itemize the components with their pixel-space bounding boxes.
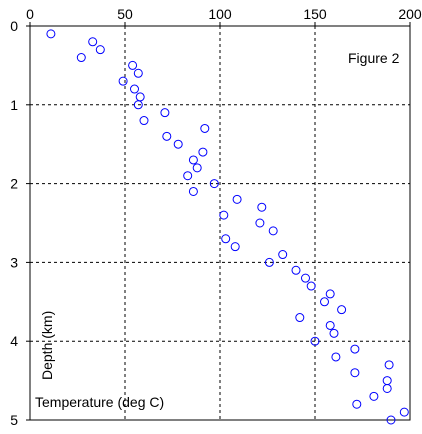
data-point bbox=[188, 155, 198, 165]
data-point bbox=[192, 163, 202, 173]
data-point bbox=[160, 108, 170, 118]
data-point bbox=[162, 131, 172, 141]
data-point bbox=[257, 202, 267, 212]
y-axis-ticks: 0 1 2 3 4 5 bbox=[10, 18, 30, 428]
data-point bbox=[209, 179, 219, 189]
data-point bbox=[310, 336, 320, 346]
y-axis-label: Depth (km) bbox=[39, 311, 55, 380]
data-point bbox=[384, 360, 394, 370]
data-point bbox=[76, 53, 86, 63]
x-axis-label: Temperature (deg C) bbox=[35, 394, 164, 410]
data-point bbox=[130, 84, 139, 94]
data-point bbox=[268, 226, 278, 236]
data-point bbox=[350, 368, 360, 378]
x-tick-label: 200 bbox=[398, 6, 422, 22]
data-point bbox=[399, 407, 409, 417]
data-point bbox=[331, 352, 341, 362]
x-tick-label: 0 bbox=[26, 6, 34, 22]
x-axis-ticks: 0 50 100 150 200 bbox=[26, 6, 422, 26]
data-point bbox=[386, 415, 396, 425]
data-point bbox=[219, 210, 229, 220]
data-point bbox=[46, 29, 56, 39]
data-point bbox=[232, 194, 242, 204]
y-tick-label: 0 bbox=[10, 18, 18, 34]
data-point bbox=[133, 68, 143, 78]
y-tick-label: 5 bbox=[10, 412, 18, 428]
data-point bbox=[230, 242, 240, 252]
data-point bbox=[291, 265, 301, 275]
data-point bbox=[88, 37, 98, 47]
data-point bbox=[198, 147, 208, 157]
data-point bbox=[255, 218, 265, 228]
data-point bbox=[278, 250, 288, 260]
data-point bbox=[320, 297, 329, 307]
data-point bbox=[295, 313, 305, 323]
data-point bbox=[95, 45, 105, 55]
data-point bbox=[128, 60, 138, 70]
data-point bbox=[221, 234, 231, 244]
data-point bbox=[325, 289, 335, 299]
data-points bbox=[46, 29, 409, 425]
x-tick-label: 50 bbox=[117, 6, 133, 22]
data-point bbox=[369, 391, 379, 401]
figure-annotation: Figure 2 bbox=[348, 50, 400, 66]
data-point bbox=[337, 305, 347, 315]
data-point bbox=[350, 344, 360, 354]
y-tick-label: 4 bbox=[10, 333, 18, 349]
data-point bbox=[183, 171, 193, 181]
data-point bbox=[329, 328, 339, 338]
data-point bbox=[382, 383, 392, 393]
x-tick-label: 100 bbox=[208, 6, 232, 22]
data-point bbox=[173, 139, 183, 149]
data-point bbox=[118, 76, 128, 86]
data-point bbox=[139, 116, 149, 126]
x-tick-label: 150 bbox=[303, 6, 327, 22]
data-point bbox=[200, 123, 210, 133]
data-point bbox=[301, 273, 310, 283]
data-point bbox=[306, 281, 316, 291]
y-tick-label: 2 bbox=[10, 176, 18, 192]
data-point bbox=[133, 100, 143, 110]
y-tick-label: 3 bbox=[10, 254, 18, 270]
data-point bbox=[264, 257, 274, 267]
data-point bbox=[352, 399, 362, 409]
data-point bbox=[188, 186, 198, 196]
y-tick-label: 1 bbox=[10, 97, 18, 113]
plot-background bbox=[30, 26, 410, 420]
data-point bbox=[325, 320, 335, 330]
